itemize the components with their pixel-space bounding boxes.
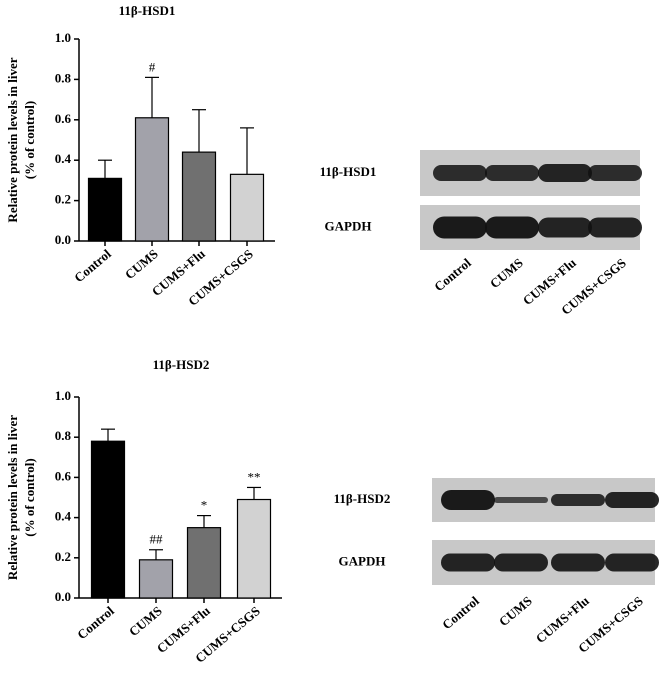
bar [90, 440, 126, 599]
chart-title: 11β-HSD2 [153, 357, 210, 372]
blot-band [605, 553, 659, 572]
blot-lane-label: CUMS [487, 255, 526, 291]
y-tick-label: 0.4 [55, 151, 72, 166]
blot-band [441, 490, 495, 510]
bar [236, 498, 272, 599]
blot-lane-label: Control [439, 593, 482, 632]
x-tick-label: Control [74, 603, 117, 642]
bar [229, 173, 265, 242]
blot-band [494, 553, 548, 572]
blot-band [485, 165, 539, 181]
blot-band [433, 165, 487, 181]
blot-band [433, 216, 487, 239]
blot-band [605, 492, 659, 508]
bar [134, 117, 170, 242]
bar [186, 527, 222, 599]
y-axis-label: Relative protein levels in liver [5, 57, 20, 222]
bar [181, 151, 217, 242]
chart-title: 11β-HSD1 [119, 3, 176, 18]
bar [138, 559, 174, 599]
blot-band [485, 216, 539, 239]
y-axis-label: (% of control) [22, 458, 37, 536]
y-tick-label: 0.0 [55, 232, 71, 247]
blot-band [588, 217, 642, 238]
x-tick-label: CUMS [122, 246, 161, 282]
blot-row-label: GAPDH [325, 218, 372, 233]
blot-lane-label: Control [431, 255, 474, 294]
x-tick-label: CUMS [126, 603, 165, 639]
blot-band [538, 164, 592, 182]
y-axis-label: Relative protein levels in liver [5, 415, 20, 580]
blot-row-label: 11β-HSD1 [320, 164, 377, 179]
blot-row-label: 11β-HSD2 [334, 491, 391, 506]
y-tick-label: 0.8 [55, 428, 72, 443]
y-tick-label: 0.6 [55, 111, 72, 126]
blot-band [551, 553, 605, 572]
blot-lane-label: CUMS [496, 593, 535, 629]
y-tick-label: 0.0 [55, 589, 71, 604]
y-tick-label: 0.4 [55, 509, 72, 524]
y-tick-label: 0.2 [55, 549, 71, 564]
significance-mark: * [201, 498, 208, 513]
significance-mark: # [149, 59, 156, 74]
x-tick-label: Control [71, 246, 114, 285]
y-tick-label: 0.6 [55, 468, 72, 483]
blot-band [494, 497, 548, 503]
blot-band [588, 165, 642, 181]
significance-mark: ## [150, 532, 164, 547]
bar [87, 177, 123, 242]
blot-row-label: GAPDH [339, 553, 386, 568]
y-tick-label: 1.0 [55, 30, 71, 45]
y-tick-label: 0.8 [55, 70, 72, 85]
blot-band [551, 494, 605, 506]
y-tick-label: 0.2 [55, 192, 71, 207]
y-axis-label: (% of control) [22, 101, 37, 179]
blot-band [538, 217, 592, 238]
y-tick-label: 1.0 [55, 388, 71, 403]
significance-mark: ** [248, 469, 261, 484]
blot-band [441, 553, 495, 572]
